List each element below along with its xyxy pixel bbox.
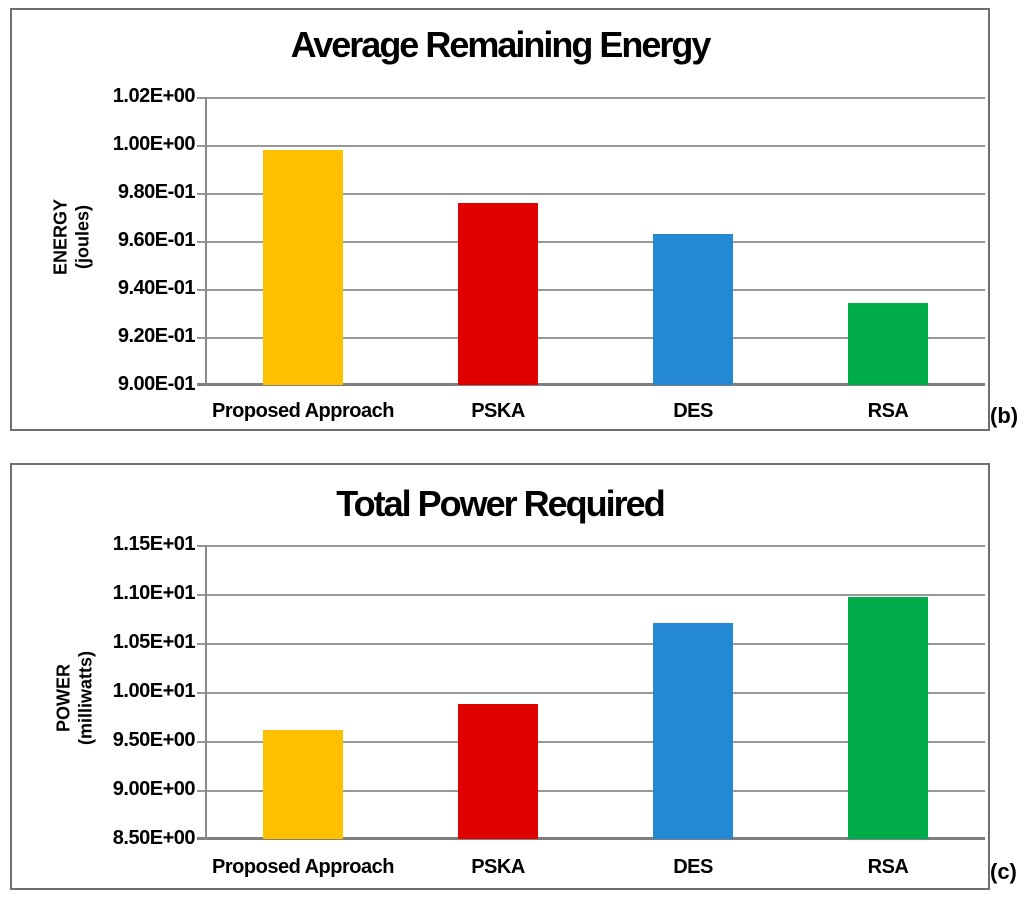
x-category-label: RSA — [867, 856, 909, 878]
plot-area: 1.02E+00 1.00E+00 9.80E-01 9.60E-01 9.40E-01… — [113, 85, 985, 395]
gridline — [197, 145, 985, 147]
x-category-label: Proposed Approach — [212, 856, 394, 878]
gridline — [197, 241, 985, 243]
gridline — [197, 741, 985, 743]
bar-des — [653, 234, 733, 385]
y-tick-label: 1.00E+01 — [112, 680, 196, 702]
x-category-label: PSKA — [471, 400, 525, 422]
y-axis-title: POWER (milliwatts) — [53, 651, 96, 745]
gridline — [197, 790, 985, 792]
y-axis-title: ENERGY (joules) — [50, 199, 93, 275]
subfigure-label-c: (c) — [990, 859, 1017, 884]
gridline — [197, 545, 985, 547]
gridline — [197, 193, 985, 195]
gridline — [197, 337, 985, 339]
y-axis-title-line2: (milliwatts) — [75, 650, 95, 746]
y-axis-title-line1: ENERGY — [50, 198, 71, 276]
x-labels: Proposed Approach PSKA DES RSA — [205, 856, 985, 882]
y-tick-label: 9.00E+00 — [112, 778, 196, 800]
x-category-label: PSKA — [471, 856, 525, 878]
subfigure-label-b: (b) — [990, 403, 1019, 428]
bar-proposed-approach — [263, 730, 343, 839]
y-tick-label: 8.50E+00 — [112, 827, 196, 849]
bar-pska — [458, 704, 538, 839]
gridline — [197, 594, 985, 596]
y-tick-label: 1.02E+00 — [112, 85, 196, 107]
x-category-label: DES — [673, 856, 713, 878]
y-tick-label: 1.15E+01 — [112, 533, 196, 555]
y-axis-title-line2: (joules) — [72, 205, 92, 270]
y-tick-label: 9.50E+00 — [112, 729, 196, 751]
y-tick-label: 9.20E-01 — [117, 325, 196, 347]
gridline — [197, 643, 985, 645]
bar-rsa — [848, 597, 928, 839]
y-tick-label: 1.10E+01 — [112, 582, 196, 604]
x-category-label: DES — [673, 400, 713, 422]
bar-pska — [458, 203, 538, 385]
x-labels: Proposed Approach PSKA DES RSA — [205, 400, 985, 426]
y-tick-label: 9.80E-01 — [117, 181, 196, 203]
x-axis-baseline — [197, 837, 985, 840]
bar-rsa — [848, 303, 928, 385]
x-category-label: RSA — [867, 400, 909, 422]
chart-panel-total-power-required: Total Power Required POWER (milliwatts) … — [10, 463, 990, 890]
gridline — [197, 692, 985, 694]
y-tick-label: 9.40E-01 — [117, 277, 196, 299]
gridline — [197, 289, 985, 291]
x-category-label: Proposed Approach — [212, 400, 394, 422]
chart-title: Total Power Required — [336, 483, 665, 524]
chart-title: Average Remaining Energy — [290, 24, 712, 65]
x-axis-baseline — [197, 383, 985, 386]
bar-proposed-approach — [263, 150, 343, 385]
y-tick-label: 1.00E+00 — [112, 133, 196, 155]
y-tick-label: 1.05E+01 — [112, 631, 196, 653]
plot-area: 1.15E+01 1.10E+01 1.05E+01 1.00E+01 9.50E+00… — [113, 533, 985, 849]
y-axis-title-line1: POWER — [53, 663, 74, 733]
y-tick-label: 9.60E-01 — [117, 229, 196, 251]
y-tick-label: 9.00E-01 — [117, 373, 196, 395]
gridline — [197, 97, 985, 99]
chart-panel-average-remaining-energy: Average Remaining Energy ENERGY (joules)… — [10, 8, 990, 431]
bar-des — [653, 623, 733, 839]
